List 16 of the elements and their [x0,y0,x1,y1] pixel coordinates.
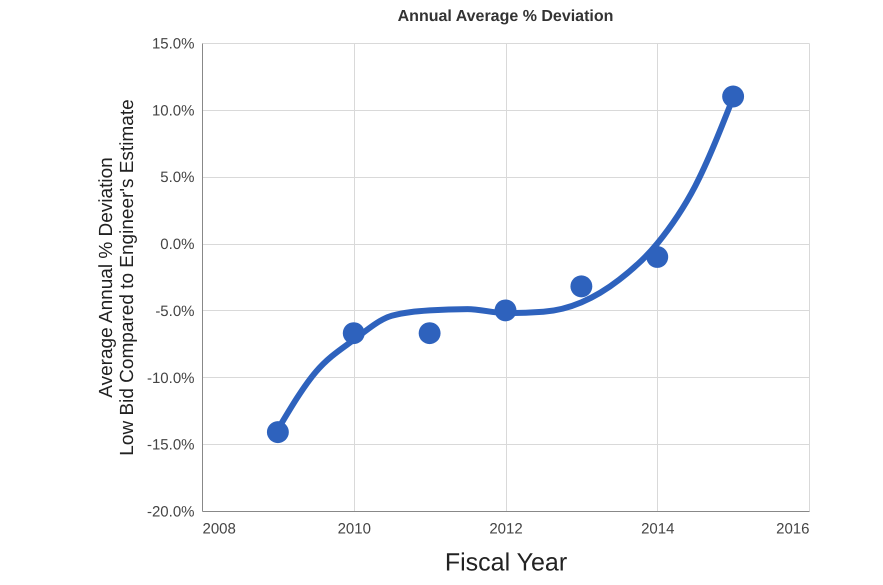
chart-title: Annual Average % Deviation [398,8,614,25]
y-tick-label: -20.0% [146,504,194,520]
x-tick-label: 2010 [338,520,371,538]
y-tick-label: 5.0% [160,169,194,186]
y-tick-label: -5.0% [155,302,194,320]
x-tick-label: 2008 [202,520,236,538]
x-tick-label: 2016 [776,520,810,538]
y-tick-label: -10.0% [146,370,194,387]
y-axis-title: Average Annual % Deviation Low Bid Compared to Engineer's Estimate [96,99,138,456]
x-axis-title: Fiscal Year [444,548,568,576]
y-tick-label: -15.0% [146,436,194,454]
x-tick-label: 2012 [489,520,523,538]
y-tick-label: 10.0% [152,102,194,120]
y-tick-label: 15.0% [152,36,194,52]
y-tick-label: 0.0% [160,236,194,254]
x-tick-label: 2014 [641,520,674,538]
